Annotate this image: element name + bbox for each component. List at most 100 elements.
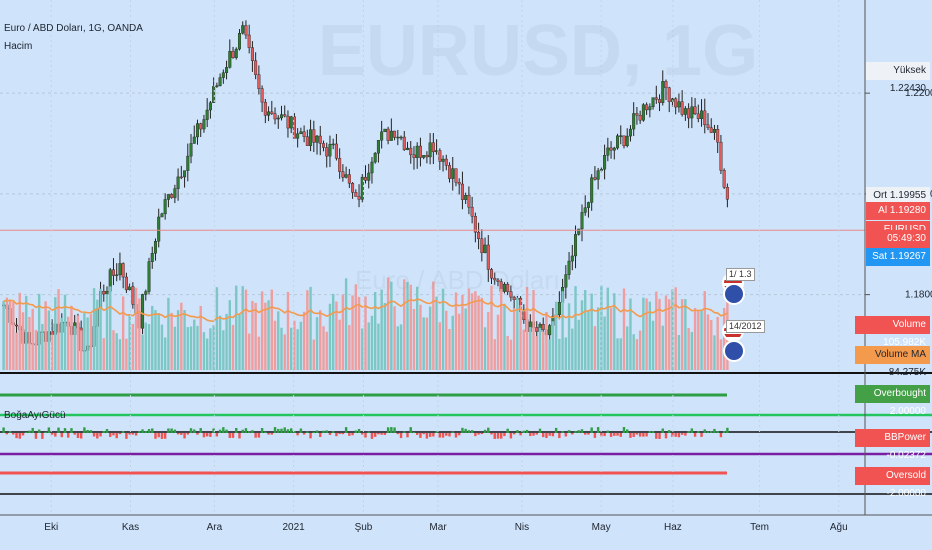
candle — [376, 140, 380, 154]
candle — [431, 142, 435, 153]
price-tag[interactable]: Ort 1.19955 — [866, 187, 930, 206]
candle — [444, 158, 448, 166]
price-tag[interactable]: 05:49:30 — [866, 230, 930, 249]
indicator-tag[interactable]: Oversold -2.00000 — [855, 467, 930, 499]
indicator-tag[interactable]: BBPower -0.02372 — [855, 429, 930, 461]
bbpower-bar — [664, 433, 668, 439]
volume-bar — [706, 314, 710, 370]
candle — [357, 196, 361, 200]
flag-eu-icon[interactable] — [723, 340, 745, 362]
bbpower-bar — [138, 431, 141, 433]
volume-bar — [247, 333, 251, 370]
bbpower-bar — [564, 433, 568, 437]
bbpower-bar — [680, 433, 684, 435]
bbpower-bar — [567, 430, 571, 433]
volume-bar — [283, 334, 286, 370]
volume-bar — [205, 338, 209, 370]
bbpower-bar — [554, 427, 558, 433]
candle — [641, 104, 645, 121]
candle — [619, 135, 623, 137]
bbpower-bar — [693, 433, 697, 437]
candle — [661, 81, 665, 103]
volume-title[interactable]: Hacim — [4, 41, 33, 52]
candle — [312, 129, 316, 143]
bbpower-bar — [577, 430, 580, 433]
candle — [250, 47, 254, 61]
bbpower-bar — [626, 429, 629, 433]
bbpower-bar — [202, 433, 206, 438]
candle — [173, 188, 177, 198]
bbpower-bar — [99, 433, 102, 437]
candle — [183, 170, 187, 178]
bbpower-bar — [584, 433, 587, 435]
volume-bar — [490, 285, 493, 370]
bbpower-bar — [96, 433, 99, 439]
volume-bar — [357, 296, 361, 370]
candle — [244, 25, 248, 36]
bbpower-bar — [651, 431, 655, 433]
bbpower-bar — [383, 433, 387, 435]
volume-bar — [251, 300, 254, 370]
candle — [150, 253, 154, 262]
volume-bar — [554, 301, 558, 370]
volume-bar — [235, 285, 238, 370]
bbpower-bar — [635, 433, 639, 435]
event-note[interactable]: 14/2012 — [726, 320, 765, 333]
volume-bar — [54, 297, 57, 370]
indicator-tag[interactable]: Volume 105.982K — [855, 316, 930, 348]
volume-bar — [422, 317, 425, 370]
candle — [364, 176, 368, 181]
candle — [351, 182, 355, 193]
bbpower-bar — [441, 433, 445, 438]
volume-bar — [144, 322, 147, 370]
volume-bar — [616, 338, 619, 370]
bbpower-bar — [196, 433, 199, 435]
bbpower-bar — [70, 428, 73, 433]
bbpower-bar — [370, 433, 374, 439]
volume-bar — [364, 296, 367, 370]
candle — [315, 135, 319, 143]
bbpower-bar — [477, 433, 480, 435]
volume-bar — [467, 288, 471, 370]
price-tag[interactable]: Sat 1.19267 — [866, 248, 930, 267]
bbpower-bar — [180, 433, 183, 435]
bbpower-bar — [503, 433, 506, 437]
volume-bar — [160, 324, 164, 370]
volume-bar — [186, 327, 189, 370]
volume-bar — [341, 294, 345, 370]
volume-bar — [99, 288, 102, 370]
bbpower-bar — [312, 431, 316, 433]
volume-bar — [503, 303, 506, 370]
price-tag[interactable]: Al 1.19280 — [866, 202, 930, 220]
indicator-tag[interactable]: Volume MA 84.275K — [855, 346, 930, 378]
bbpower-bar — [325, 430, 328, 433]
indicator-tag[interactable]: Overbought 2.00000 — [855, 385, 930, 417]
candle — [683, 108, 687, 115]
bbpower-bar — [2, 427, 5, 433]
candle — [283, 114, 287, 117]
bbpower-bar — [713, 428, 716, 433]
flag-eu-icon[interactable] — [723, 283, 745, 305]
candle — [270, 111, 274, 114]
candle — [638, 114, 642, 121]
volume-bar — [412, 308, 416, 370]
volume-bar — [76, 315, 80, 370]
volume-bar — [325, 331, 328, 370]
bbpower-bar — [199, 428, 202, 433]
price-tag[interactable]: Yüksek 1.22430 — [866, 62, 930, 94]
symbol-title[interactable]: Euro / ABD Doları, 1G, OANDA — [4, 23, 143, 34]
volume-bar — [18, 292, 21, 370]
candle — [467, 195, 471, 208]
candle — [616, 135, 620, 149]
bbpower-bar — [532, 433, 535, 436]
candle — [15, 324, 19, 327]
event-note[interactable]: 1/ 1.3 — [726, 268, 755, 281]
candle — [218, 77, 222, 86]
volume-bar — [451, 315, 454, 370]
bbpower-bar — [235, 428, 238, 433]
bbpower-bar — [289, 428, 293, 433]
volume-bar — [386, 277, 390, 370]
bbpower-title[interactable]: BoğaAyıGücü — [4, 410, 66, 421]
volume-bar — [202, 332, 206, 370]
